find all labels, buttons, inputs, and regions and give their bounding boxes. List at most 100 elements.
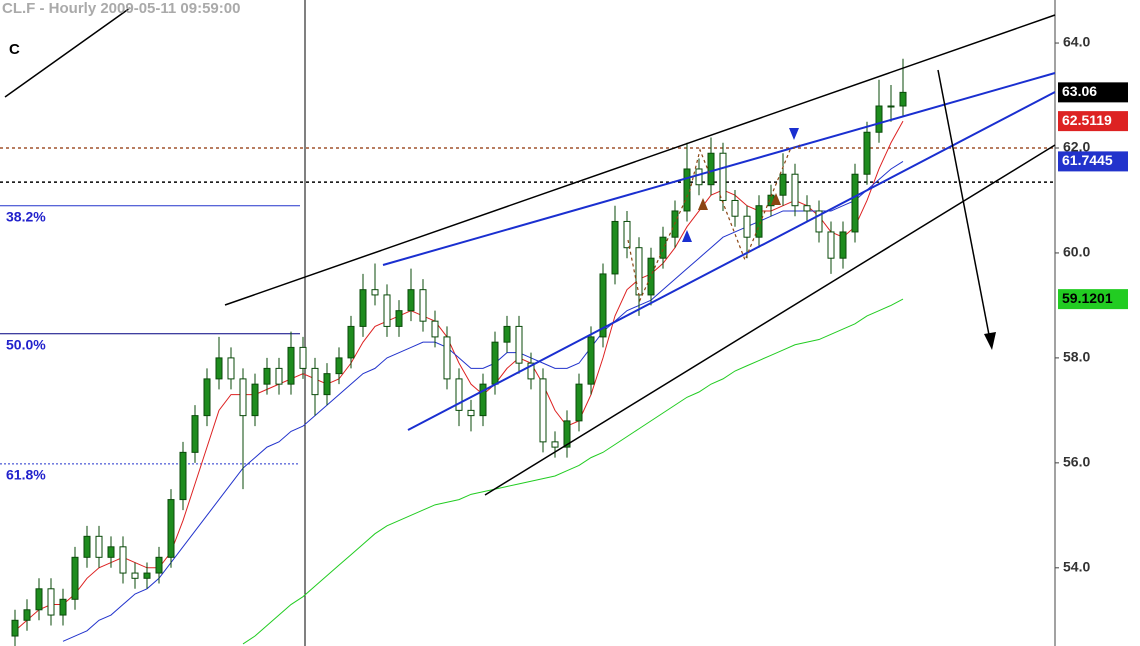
candle-body (35, 588, 43, 611)
candle-body (815, 210, 823, 233)
moving-average (62, 160, 904, 642)
pattern-line (627, 148, 711, 302)
candle-body (359, 289, 367, 327)
candle-body (431, 320, 439, 338)
candle-body (287, 346, 295, 385)
fib-label: 50.0% (6, 336, 46, 352)
arrowhead (984, 332, 996, 350)
candle-body (443, 336, 451, 380)
candle-body (683, 168, 691, 212)
candle-body (263, 367, 271, 385)
candle-body (695, 168, 703, 186)
candle-body (239, 378, 247, 417)
fib-label: 38.2% (6, 208, 46, 224)
price-label: 62.5119 (1062, 112, 1112, 128)
candle-body (539, 378, 547, 443)
candle-body (623, 220, 631, 249)
candle-body (467, 409, 475, 417)
candle-body (131, 572, 139, 579)
pattern-line (719, 144, 801, 262)
candle-body (59, 598, 67, 616)
moving-average (242, 298, 904, 645)
candle-body (227, 357, 235, 380)
candle-body (323, 373, 331, 396)
candle-body (11, 619, 19, 637)
trend-line (224, 14, 1056, 306)
candle-body (887, 105, 895, 108)
candle-body (575, 383, 583, 422)
price-label: 63.06 (1062, 83, 1097, 99)
candle-body (827, 231, 835, 259)
candle-body (611, 220, 619, 275)
candle-body (503, 325, 511, 343)
candle-body (179, 451, 187, 501)
candle-body (755, 205, 763, 238)
y-tick-label: 60.0 (1063, 244, 1090, 260)
signal-marker (789, 128, 799, 140)
candle-body (83, 535, 91, 558)
candle-body (215, 357, 223, 380)
price-label-box (1058, 111, 1128, 132)
corner-label: C (9, 41, 20, 58)
candle-body (515, 325, 523, 364)
candle-body (203, 378, 211, 417)
candle-body (851, 173, 859, 233)
candle-body (527, 362, 535, 380)
price-label-box (1058, 151, 1128, 172)
candle-body (383, 294, 391, 327)
candle-body (275, 367, 283, 385)
candle-body (635, 247, 643, 296)
price-label: 59.1201 (1062, 290, 1113, 306)
candle-body (563, 420, 571, 448)
candle-body (23, 609, 31, 621)
moving-average (14, 120, 904, 632)
plot: 38.2% 50.0% 61.8% (0, 58, 1055, 646)
candle-body (587, 336, 595, 385)
chart-title: CL.F - Hourly 2009-05-11 09:59:00 (2, 0, 240, 17)
candle-body (299, 346, 307, 369)
fib-label: 61.8% (6, 467, 46, 483)
candle-body (155, 556, 163, 574)
candle-body (791, 173, 799, 207)
candle-body (407, 289, 415, 312)
trend-line (484, 144, 1056, 496)
y-tick-label: 56.0 (1063, 454, 1090, 470)
annotations (4, 7, 1056, 496)
candle-body (107, 546, 115, 558)
candle-body (875, 105, 883, 133)
y-tick-label: 62.0 (1063, 139, 1090, 155)
candle-body (395, 310, 403, 327)
candle-body (719, 152, 727, 201)
price-label-box (1058, 289, 1128, 310)
y-tick-label: 58.0 (1063, 349, 1090, 365)
candle-body (707, 152, 715, 186)
candle-body (743, 215, 751, 238)
candle-body (479, 383, 487, 417)
candle-body (599, 273, 607, 338)
candle-body (731, 199, 739, 217)
candle-body (95, 535, 103, 558)
candle-body (371, 289, 379, 296)
candle-body (803, 205, 811, 212)
candle-body (335, 357, 343, 375)
candle-body (47, 588, 55, 616)
candle-body (311, 367, 319, 396)
candle-body (659, 236, 667, 259)
signal-marker (682, 230, 692, 242)
candle-body (899, 91, 907, 107)
candle-body (167, 499, 175, 558)
candle-body (119, 546, 127, 574)
candle-body (863, 131, 871, 175)
candle-body (839, 231, 847, 259)
signal-marker (698, 198, 708, 210)
candle-body (419, 289, 427, 322)
signal-marker (771, 193, 781, 205)
trend-line (407, 91, 1056, 431)
price-label: 61.7445 (1062, 152, 1113, 168)
candle-body (143, 572, 151, 579)
candle-body (647, 257, 655, 296)
candle-body (251, 383, 259, 417)
candle-body (347, 325, 355, 359)
trend-line (4, 7, 131, 98)
